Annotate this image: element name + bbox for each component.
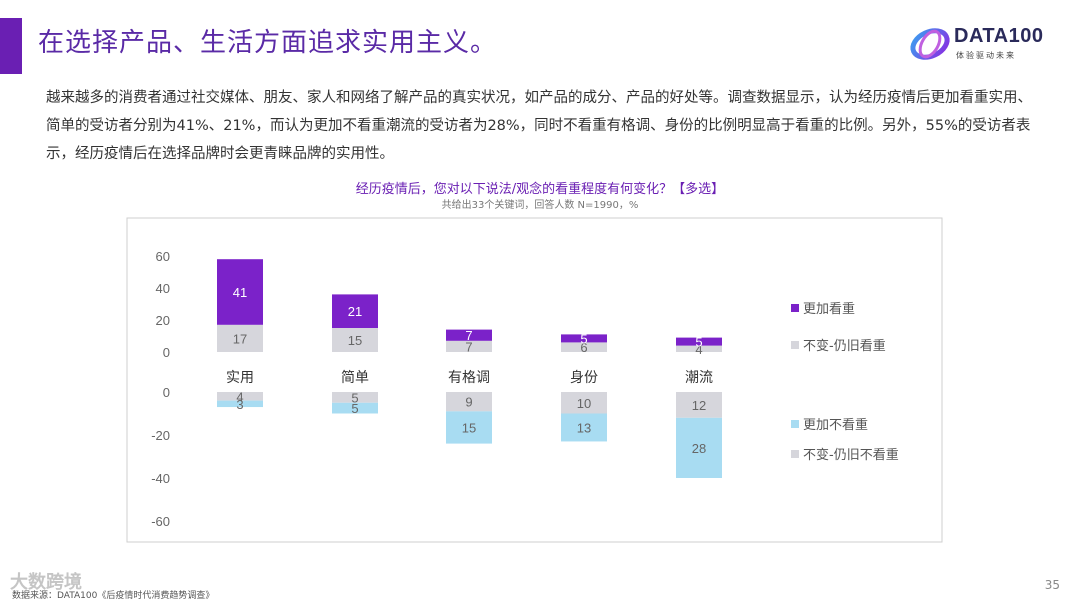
legend-label: 更加看重	[803, 301, 855, 317]
data-label-unchanged-less: 9	[465, 395, 472, 410]
y-tick-label-bottom: 0	[163, 385, 170, 400]
data-label-unchanged-important: 15	[348, 333, 362, 348]
bar-more-important	[217, 259, 263, 325]
data-label-more-important: 21	[348, 304, 362, 319]
chart-title: 经历疫情后，您对以下说法/观念的看重程度有何变化？【多选】	[355, 182, 725, 197]
y-tick-label-top: 20	[156, 313, 170, 328]
bar-unchanged-important	[561, 342, 607, 352]
logo-subtitle: 体验驱动未来	[956, 51, 1016, 60]
legend-swatch	[791, 420, 799, 428]
data-label-unchanged-important: 6	[580, 340, 587, 355]
bar-less-important	[676, 417, 722, 478]
legend-label: 不变-仍旧不看重	[803, 447, 899, 463]
legend-swatch	[791, 450, 799, 458]
y-tick-label-bottom: -40	[151, 471, 170, 486]
y-tick-label-top: 0	[163, 345, 170, 360]
bar-unchanged-important	[217, 324, 263, 352]
bar-less-important	[217, 400, 263, 408]
watermark: 大数跨境	[10, 572, 82, 593]
bar-unchanged-less	[217, 392, 263, 401]
y-tick-label-bottom: -60	[151, 514, 170, 529]
data-label-unchanged-less: 10	[577, 396, 591, 411]
data-label-less-important: 5	[351, 401, 358, 416]
category-label: 有格调	[448, 370, 490, 386]
data-label-unchanged-important: 17	[233, 331, 247, 346]
y-tick-label-bottom: -20	[151, 428, 170, 443]
logo-text: DATA100	[954, 25, 1044, 47]
category-label: 身份	[570, 370, 598, 386]
bar-more-important	[332, 294, 378, 328]
category-label: 实用	[226, 370, 254, 386]
legend-swatch	[791, 304, 799, 312]
data-label-less-important: 15	[462, 420, 476, 435]
page-title: 在选择产品、生活方面追求实用主义。	[38, 28, 498, 58]
intro-paragraph: 越来越多的消费者通过社交媒体、朋友、家人和网络了解产品的真实状况，如产品的成分、…	[46, 90, 1032, 162]
accent-bar	[0, 18, 22, 74]
bar-more-important	[446, 329, 492, 341]
data-label-less-important: 13	[577, 420, 591, 435]
bar-less-important	[561, 413, 607, 442]
logo-mark-icon	[910, 28, 950, 60]
data-label-unchanged-important: 7	[465, 339, 472, 354]
category-label: 潮流	[685, 370, 713, 386]
page-number: 35	[1044, 578, 1060, 592]
bar-unchanged-important	[676, 345, 722, 352]
bar-less-important	[332, 402, 378, 414]
bar-unchanged-less	[561, 392, 607, 414]
data-label-unchanged-less: 5	[351, 390, 358, 405]
category-label: 简单	[341, 369, 369, 386]
bar-unchanged-important	[446, 340, 492, 352]
data-label-unchanged-important: 4	[695, 342, 702, 357]
legend-label: 更加不看重	[803, 417, 868, 433]
data-label-more-important: 5	[580, 331, 587, 346]
data-label-more-important: 41	[233, 285, 247, 300]
chart-frame	[126, 217, 943, 543]
chart-subtitle: 共给出33个关键词，回答人数 N=1990，%	[441, 200, 639, 211]
legend-label: 不变-仍旧看重	[803, 338, 886, 354]
legend-swatch	[791, 341, 799, 349]
bar-unchanged-important	[332, 328, 378, 352]
bar-more-important	[561, 334, 607, 343]
data-label-less-important: 28	[692, 441, 706, 456]
source-note: 数据来源：DATA100《后疫情时代消费趋势调查》	[12, 591, 215, 601]
data-label-less-important: 3	[236, 397, 243, 412]
bar-unchanged-less	[332, 392, 378, 403]
data-label-unchanged-less: 4	[236, 389, 243, 404]
bar-unchanged-less	[446, 392, 492, 412]
bar-unchanged-less	[676, 392, 722, 418]
y-tick-label-top: 40	[156, 281, 170, 296]
data-label-more-important: 7	[465, 328, 472, 343]
data-label-unchanged-less: 12	[692, 398, 706, 413]
data-label-more-important: 5	[695, 335, 702, 350]
bar-less-important	[446, 411, 492, 444]
logo: DATA100 体验驱动未来	[908, 22, 1058, 66]
bar-more-important	[676, 337, 722, 346]
y-tick-label-top: 60	[156, 249, 170, 264]
